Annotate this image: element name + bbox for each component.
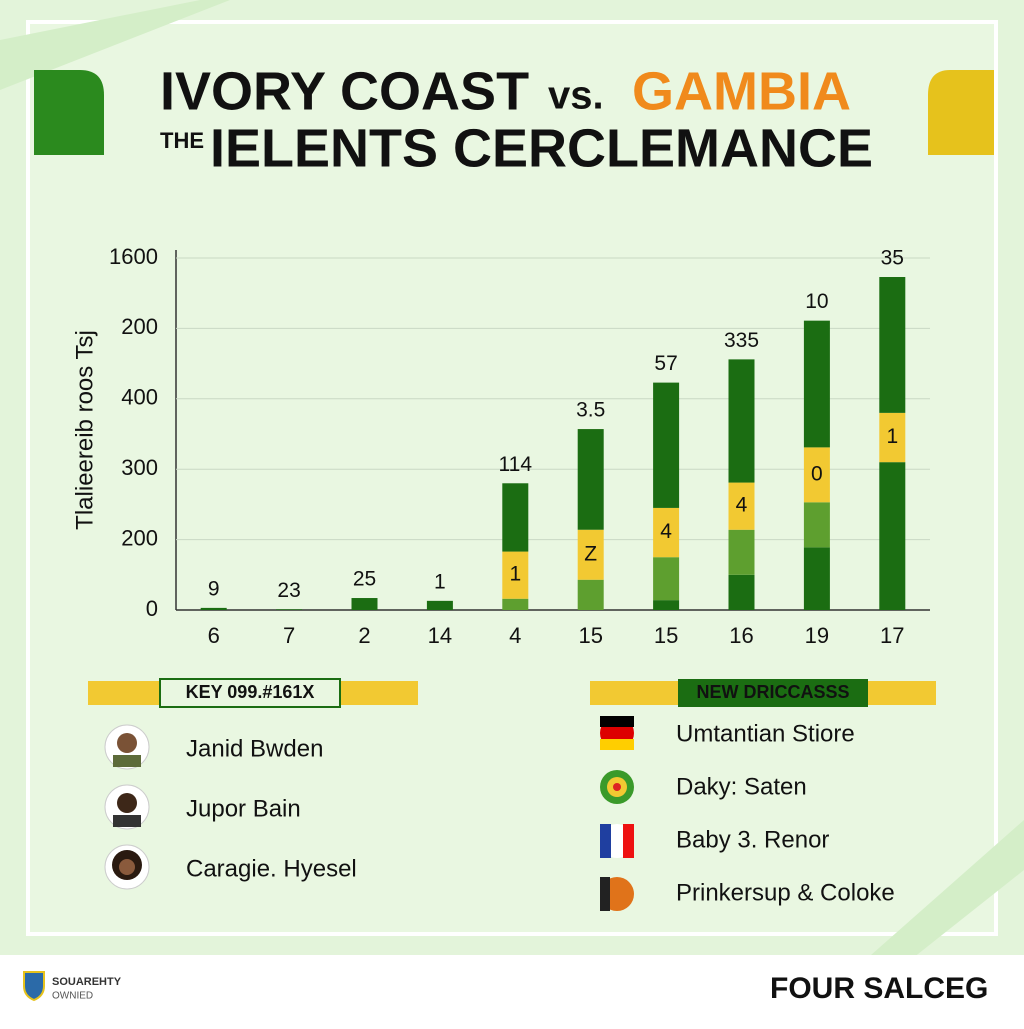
bar-segment	[653, 557, 680, 601]
y-tick-label: 200	[121, 525, 158, 550]
footer-bar	[0, 955, 1024, 1024]
plot: 020030040020016006972322514141141153.5Z1…	[109, 244, 930, 648]
bar-top-label: 3.5	[576, 399, 605, 422]
bar-segment	[879, 277, 906, 413]
bar-segment	[653, 507, 680, 558]
x-tick-label: 15	[654, 623, 678, 648]
bar-segment	[728, 482, 755, 530]
bar-segment	[276, 609, 303, 610]
y-tick-label: 1600	[109, 244, 158, 269]
bar-top-label: 23	[277, 579, 300, 602]
segment-label: 4	[660, 520, 672, 543]
y-tick-label: 400	[121, 385, 158, 410]
footer-logo: FOUR SALCEG	[770, 972, 988, 1005]
bar-segment	[803, 320, 830, 448]
bar-segment	[803, 547, 830, 610]
segment-label: Z	[584, 542, 597, 565]
bar-segment	[577, 529, 604, 580]
x-tick-label: 17	[880, 623, 904, 648]
legend-item: Janid Bwden	[186, 735, 323, 762]
decor-tab	[34, 70, 104, 155]
subtitle: IELENTS CERCLEMANCE	[210, 118, 873, 178]
y-axis-title: Tlalieereib roos Tsj	[71, 330, 98, 530]
bar-top-label: 9	[208, 577, 220, 600]
legend-banner-box	[678, 679, 868, 707]
segment-label: 4	[736, 494, 748, 517]
bar-segment	[351, 598, 378, 610]
bar-segment	[502, 551, 529, 599]
segment-label: 1	[509, 563, 521, 586]
legend-item: Prinkersup & Coloke	[676, 879, 895, 906]
bar-segment	[426, 600, 453, 610]
bar-segment	[879, 462, 906, 610]
bar-segment	[728, 359, 755, 483]
bar-top-label: 10	[805, 290, 828, 313]
bar-segment	[728, 574, 755, 610]
bar-segment	[879, 412, 906, 463]
avatars	[104, 724, 150, 890]
bar-segment	[653, 600, 680, 610]
x-tick-label: 15	[578, 623, 602, 648]
bar-segment	[803, 447, 830, 503]
subtitle-prefix: THE	[160, 128, 204, 153]
bar-top-label: 25	[353, 568, 376, 591]
title-vs: vs.	[548, 74, 604, 118]
x-tick-label: 19	[805, 623, 829, 648]
y-tick-label: 200	[121, 314, 158, 339]
footer-badge	[23, 971, 45, 1002]
decor-tab	[928, 70, 994, 155]
bar-segment	[653, 382, 680, 508]
bar-segment	[502, 483, 529, 552]
legends: KEY 099.#161X NEW DRICCASSS Janid Bwden J…	[88, 678, 936, 911]
decor-stripe	[0, 0, 230, 90]
flags	[600, 716, 634, 911]
legend-item: Daky: Saten	[676, 773, 807, 800]
legend-item: Jupor Bain	[186, 795, 301, 822]
footer-brand: OWNIED	[52, 991, 93, 1002]
y-tick-label: 300	[121, 455, 158, 480]
title-right: GAMBIA	[632, 61, 851, 121]
title-left: IVORY COAST	[160, 61, 529, 121]
x-tick-label: 14	[428, 623, 452, 648]
bar-segment	[502, 598, 529, 610]
bar-segment	[728, 529, 755, 575]
x-tick-label: 6	[208, 623, 220, 648]
bar-top-label: 35	[881, 247, 904, 270]
legend-title: NEW DRICCASSS	[696, 682, 849, 702]
segment-label: 0	[811, 462, 823, 485]
legend-item: Umtantian Stiore	[676, 720, 855, 747]
bar-top-label: 114	[499, 453, 533, 476]
bar-segment	[200, 607, 227, 610]
x-tick-label: 4	[509, 623, 521, 648]
bar-segment	[803, 502, 830, 548]
bar-top-label: 1	[434, 570, 446, 593]
y-tick-label: 0	[146, 596, 158, 621]
bar-segment	[577, 579, 604, 610]
bar-top-label: 57	[654, 352, 677, 375]
bar-segment	[577, 429, 604, 530]
footer-brand: SOUAREHTY	[52, 976, 122, 988]
x-tick-label: 2	[358, 623, 370, 648]
x-tick-label: 7	[283, 623, 295, 648]
legend-item: Baby 3. Renor	[676, 826, 829, 853]
legend-title: KEY 099.#161X	[186, 682, 315, 702]
legend-banner-box	[159, 678, 341, 708]
bar-top-label: 335	[724, 329, 759, 352]
segment-label: 1	[886, 425, 898, 448]
x-tick-label: 16	[729, 623, 753, 648]
frame	[26, 20, 998, 936]
legend-item: Caragie. Hyesel	[186, 855, 357, 882]
